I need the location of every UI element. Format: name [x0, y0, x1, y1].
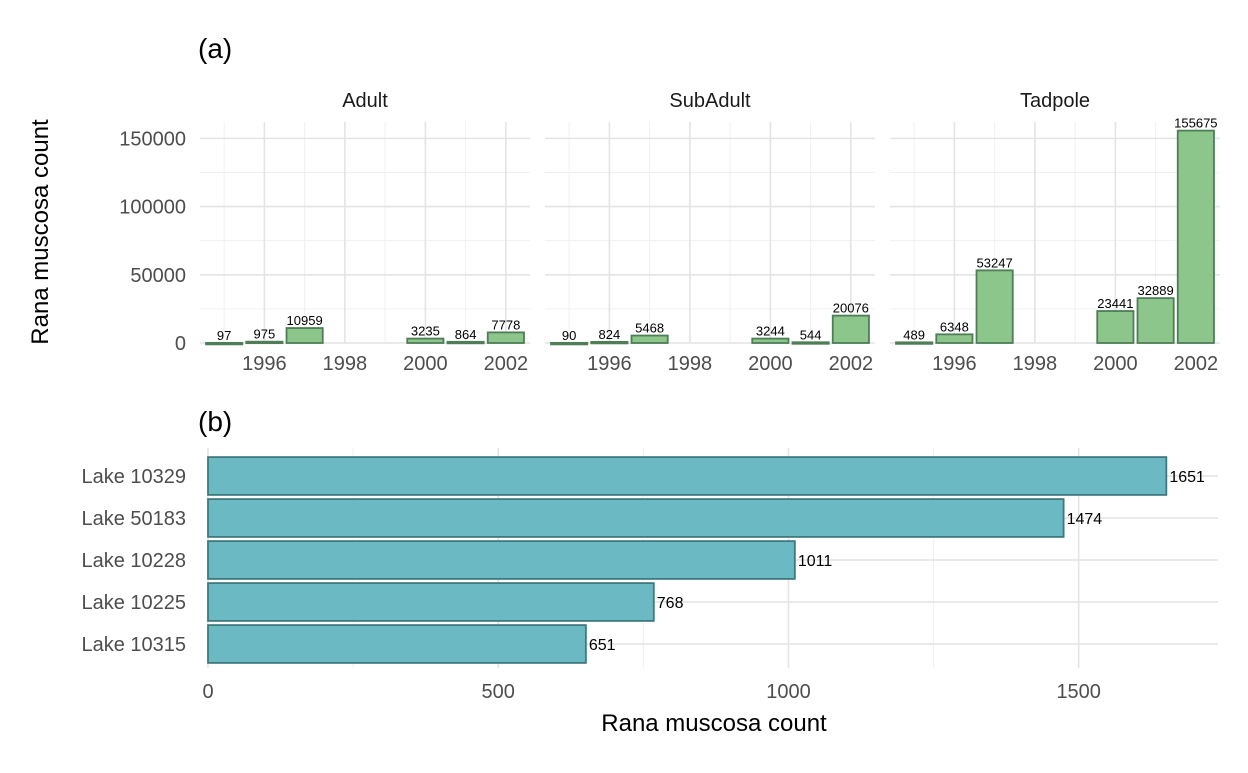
bar-value-label: 53247: [977, 255, 1013, 270]
bar: [550, 341, 589, 346]
y-axis-title: Rana muscosa count: [27, 119, 54, 345]
bar: [207, 498, 1065, 538]
x-tick-label: 1998: [1013, 353, 1058, 375]
x-tick-label: 1998: [323, 353, 368, 375]
bar-value-label: 1474: [1067, 511, 1103, 528]
bar: [207, 456, 1168, 496]
x-axis-title: Rana muscosa count: [601, 710, 827, 737]
x-tick-label: 500: [482, 681, 515, 703]
panel-b-tag: (b): [198, 406, 232, 437]
bar: [751, 337, 790, 344]
bar-value-label: 5468: [635, 321, 664, 336]
x-tick-label: 1996: [932, 353, 977, 375]
x-tick-label: 2002: [484, 353, 529, 375]
x-tick-label: 2000: [403, 353, 448, 375]
bar-value-label: 155675: [1174, 116, 1217, 131]
y-tick-label: Lake 10228: [81, 550, 186, 572]
bar: [975, 269, 1014, 344]
facet-adult: Adult 97 975 10959 3235 864 7778 1996 1998 2000 20…: [200, 90, 530, 375]
bar-value-label: 975: [254, 327, 276, 342]
x-tick-label: 1996: [587, 353, 632, 375]
bar: [406, 337, 445, 344]
bar-value-label: 768: [657, 595, 684, 612]
x-tick-label: 2002: [1174, 353, 1219, 375]
bar-value-label: 1651: [1169, 469, 1205, 486]
bar-value-label: 1011: [798, 553, 833, 570]
bar-value-label: 651: [589, 637, 616, 654]
facet-tadpole: Tadpole 489 6348 53247 23441 32889 155675 1996 1…: [890, 90, 1220, 375]
x-tick-label: 1996: [242, 353, 287, 375]
x-tick-label: 1500: [1056, 681, 1101, 703]
bar: [1096, 310, 1135, 344]
y-tick-label: 50000: [130, 265, 186, 287]
x-tick-label: 2000: [1093, 353, 1138, 375]
bar: [207, 624, 587, 664]
bar-value-label: 10959: [287, 313, 323, 328]
bar: [207, 582, 655, 622]
panel-b: (b) 1651 Lake 10329 1474 Lake 50183 1011 Lake …: [81, 406, 1218, 737]
bar-value-label: 489: [903, 327, 925, 342]
bar: [1136, 297, 1175, 344]
y-tick-label: Lake 10315: [81, 634, 186, 656]
bar-value-label: 824: [599, 327, 621, 342]
y-tick-label: 0: [175, 333, 186, 355]
bar: [590, 340, 629, 345]
bar: [446, 340, 485, 345]
bar: [285, 327, 324, 344]
facet-strip-label: SubAdult: [669, 90, 751, 112]
bar: [207, 540, 796, 580]
facet-subadult: SubAdult 90 824 5468 3244 544 20076 1996 1998 200…: [545, 90, 875, 375]
bar-value-label: 3244: [756, 324, 785, 339]
bar: [245, 340, 284, 345]
y-tick-label: 150000: [119, 128, 186, 150]
bar: [486, 331, 525, 344]
bar: [630, 334, 669, 344]
bar-value-label: 6348: [940, 319, 969, 334]
bar-value-label: 3235: [411, 324, 440, 339]
bar: [831, 314, 870, 344]
bar: [895, 341, 934, 345]
bar: [205, 341, 244, 346]
bar: [791, 341, 830, 345]
y-tick-label: Lake 10225: [81, 592, 186, 614]
x-tick-label: 2002: [829, 353, 874, 375]
panel-a-tag: (a): [198, 33, 232, 64]
bar-value-label: 7778: [491, 317, 520, 332]
bar-value-label: 97: [217, 328, 231, 343]
bar-value-label: 20076: [833, 301, 869, 316]
bar-value-label: 23441: [1097, 296, 1133, 311]
bar-value-label: 32889: [1138, 283, 1174, 298]
y-tick-label: 100000: [119, 197, 186, 219]
x-tick-label: 1998: [668, 353, 713, 375]
bar: [935, 333, 974, 344]
bar-value-label: 864: [455, 327, 477, 342]
y-tick-label: Lake 10329: [81, 466, 186, 488]
facet-strip-label: Tadpole: [1020, 90, 1090, 112]
bar-value-label: 90: [562, 328, 576, 343]
facet-strip-label: Adult: [342, 90, 388, 112]
y-tick-label: Lake 50183: [81, 508, 186, 530]
x-tick-label: 0: [202, 681, 213, 703]
x-tick-label: 1000: [766, 681, 811, 703]
bar-value-label: 544: [800, 327, 822, 342]
x-tick-label: 2000: [748, 353, 793, 375]
bar: [1176, 129, 1215, 344]
